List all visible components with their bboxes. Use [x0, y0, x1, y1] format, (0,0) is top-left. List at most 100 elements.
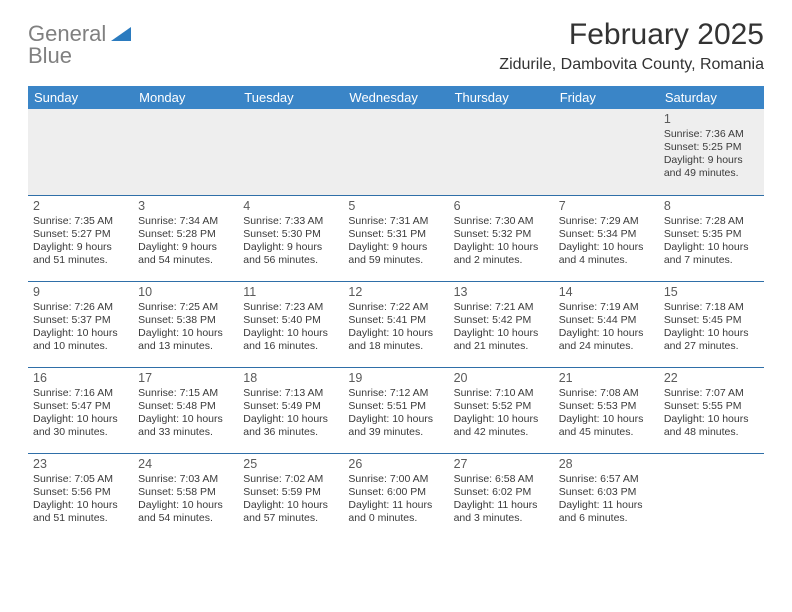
- day-info: Sunrise: 7:30 AMSunset: 5:32 PMDaylight:…: [454, 215, 549, 268]
- day-number: 24: [138, 457, 233, 471]
- day-info: Sunrise: 7:28 AMSunset: 5:35 PMDaylight:…: [664, 215, 759, 268]
- day-info: Sunrise: 7:03 AMSunset: 5:58 PMDaylight:…: [138, 473, 233, 526]
- header: General Blue February 2025 Zidurile, Dam…: [28, 18, 764, 74]
- day-info: Sunrise: 7:31 AMSunset: 5:31 PMDaylight:…: [348, 215, 443, 268]
- day-number: 11: [243, 285, 338, 299]
- calendar-cell: 12Sunrise: 7:22 AMSunset: 5:41 PMDayligh…: [343, 281, 448, 367]
- day-info: Sunrise: 6:58 AMSunset: 6:02 PMDaylight:…: [454, 473, 549, 526]
- calendar-row: 16 Sunrise: 7:16 AMSunset: 5:47 PMDayligh…: [28, 367, 764, 453]
- day-number: 6: [454, 199, 549, 213]
- day-info: Sunrise: 7:25 AMSunset: 5:38 PMDaylight:…: [138, 301, 233, 354]
- calendar-cell: 27 Sunrise: 6:58 AMSunset: 6:02 PMDayligh…: [449, 453, 554, 539]
- day-number: 5: [348, 199, 443, 213]
- day-info: Sunrise: 7:02 AMSunset: 5:59 PMDaylight:…: [243, 473, 338, 526]
- day-number: 4: [243, 199, 338, 213]
- day-info: Sunrise: 7:13 AMSunset: 5:49 PMDaylight:…: [243, 387, 338, 440]
- calendar-cell: 11Sunrise: 7:23 AMSunset: 5:40 PMDayligh…: [238, 281, 343, 367]
- weekday-header: Wednesday: [343, 86, 448, 109]
- calendar-cell: [238, 109, 343, 195]
- calendar-cell: 24 Sunrise: 7:03 AMSunset: 5:58 PMDayligh…: [133, 453, 238, 539]
- day-number: 13: [454, 285, 549, 299]
- day-info: Sunrise: 7:07 AMSunset: 5:55 PMDaylight:…: [664, 387, 759, 440]
- day-info: Sunrise: 7:19 AMSunset: 5:44 PMDaylight:…: [559, 301, 654, 354]
- calendar-row: 23 Sunrise: 7:05 AMSunset: 5:56 PMDayligh…: [28, 453, 764, 539]
- day-number: 21: [559, 371, 654, 385]
- calendar-row: 9 Sunrise: 7:26 AMSunset: 5:37 PMDaylight…: [28, 281, 764, 367]
- day-info: Sunrise: 7:16 AMSunset: 5:47 PMDaylight:…: [33, 387, 128, 440]
- calendar-cell: [133, 109, 238, 195]
- day-number: 27: [454, 457, 549, 471]
- logo-triangle-icon: [111, 25, 131, 46]
- day-number: 19: [348, 371, 443, 385]
- calendar-cell: 18 Sunrise: 7:13 AMSunset: 5:49 PMDayligh…: [238, 367, 343, 453]
- calendar-cell: 3Sunrise: 7:34 AMSunset: 5:28 PMDaylight…: [133, 195, 238, 281]
- day-number: 16: [33, 371, 128, 385]
- day-number: 8: [664, 199, 759, 213]
- calendar-cell: 25Sunrise: 7:02 AMSunset: 5:59 PMDayligh…: [238, 453, 343, 539]
- calendar-cell: 8 Sunrise: 7:28 AMSunset: 5:35 PMDaylight…: [659, 195, 764, 281]
- day-info: Sunrise: 7:26 AMSunset: 5:37 PMDaylight:…: [33, 301, 128, 354]
- logo: General Blue: [28, 24, 131, 68]
- location-text: Zidurile, Dambovita County, Romania: [499, 56, 764, 74]
- calendar-cell: 22Sunrise: 7:07 AMSunset: 5:55 PMDayligh…: [659, 367, 764, 453]
- calendar-cell: 10 Sunrise: 7:25 AMSunset: 5:38 PMDayligh…: [133, 281, 238, 367]
- calendar-row: 2 Sunrise: 7:35 AMSunset: 5:27 PMDaylight…: [28, 195, 764, 281]
- calendar-cell: 2 Sunrise: 7:35 AMSunset: 5:27 PMDaylight…: [28, 195, 133, 281]
- day-info: Sunrise: 7:12 AMSunset: 5:51 PMDaylight:…: [348, 387, 443, 440]
- day-info: Sunrise: 7:08 AMSunset: 5:53 PMDaylight:…: [559, 387, 654, 440]
- day-info: Sunrise: 7:00 AMSunset: 6:00 PMDaylight:…: [348, 473, 443, 526]
- day-number: 18: [243, 371, 338, 385]
- page-title: February 2025: [499, 18, 764, 52]
- calendar-cell: 19 Sunrise: 7:12 AMSunset: 5:51 PMDayligh…: [343, 367, 448, 453]
- day-number: 17: [138, 371, 233, 385]
- day-info: Sunrise: 7:29 AMSunset: 5:34 PMDaylight:…: [559, 215, 654, 268]
- day-info: Sunrise: 7:22 AMSunset: 5:41 PMDaylight:…: [348, 301, 443, 354]
- day-info: Sunrise: 7:35 AMSunset: 5:27 PMDaylight:…: [33, 215, 128, 268]
- calendar-row: 1 Sunrise: 7:36 AMSunset: 5:25 PMDaylight…: [28, 109, 764, 195]
- logo-word2: Blue: [28, 43, 72, 68]
- calendar-cell: 4 Sunrise: 7:33 AMSunset: 5:30 PMDaylight…: [238, 195, 343, 281]
- day-info: Sunrise: 6:57 AMSunset: 6:03 PMDaylight:…: [559, 473, 654, 526]
- day-info: Sunrise: 7:36 AMSunset: 5:25 PMDaylight:…: [664, 128, 759, 181]
- calendar-cell: 15Sunrise: 7:18 AMSunset: 5:45 PMDayligh…: [659, 281, 764, 367]
- calendar-cell: 13 Sunrise: 7:21 AMSunset: 5:42 PMDayligh…: [449, 281, 554, 367]
- calendar-cell: 28 Sunrise: 6:57 AMSunset: 6:03 PMDayligh…: [554, 453, 659, 539]
- weekday-header: Tuesday: [238, 86, 343, 109]
- day-info: Sunrise: 7:05 AMSunset: 5:56 PMDaylight:…: [33, 473, 128, 526]
- weekday-header-row: SundayMondayTuesdayWednesdayThursdayFrid…: [28, 86, 764, 109]
- calendar-cell: 7 Sunrise: 7:29 AMSunset: 5:34 PMDaylight…: [554, 195, 659, 281]
- calendar-cell: 23 Sunrise: 7:05 AMSunset: 5:56 PMDayligh…: [28, 453, 133, 539]
- weekday-header: Friday: [554, 86, 659, 109]
- day-number: 20: [454, 371, 549, 385]
- calendar-cell: 5 Sunrise: 7:31 AMSunset: 5:31 PMDaylight…: [343, 195, 448, 281]
- calendar-cell: [449, 109, 554, 195]
- day-info: Sunrise: 7:15 AMSunset: 5:48 PMDaylight:…: [138, 387, 233, 440]
- calendar-cell: [659, 453, 764, 539]
- day-info: Sunrise: 7:21 AMSunset: 5:42 PMDaylight:…: [454, 301, 549, 354]
- day-number: 9: [33, 285, 128, 299]
- calendar-table: SundayMondayTuesdayWednesdayThursdayFrid…: [28, 86, 764, 539]
- weekday-header: Monday: [133, 86, 238, 109]
- day-number: 28: [559, 457, 654, 471]
- day-info: Sunrise: 7:18 AMSunset: 5:45 PMDaylight:…: [664, 301, 759, 354]
- calendar-body: 1 Sunrise: 7:36 AMSunset: 5:25 PMDaylight…: [28, 109, 764, 539]
- calendar-cell: [554, 109, 659, 195]
- calendar-cell: [343, 109, 448, 195]
- day-number: 7: [559, 199, 654, 213]
- weekday-header: Saturday: [659, 86, 764, 109]
- calendar-cell: 9 Sunrise: 7:26 AMSunset: 5:37 PMDaylight…: [28, 281, 133, 367]
- day-number: 10: [138, 285, 233, 299]
- weekday-header: Thursday: [449, 86, 554, 109]
- day-number: 2: [33, 199, 128, 213]
- day-number: 1: [664, 112, 759, 126]
- day-info: Sunrise: 7:10 AMSunset: 5:52 PMDaylight:…: [454, 387, 549, 440]
- calendar-cell: 14 Sunrise: 7:19 AMSunset: 5:44 PMDayligh…: [554, 281, 659, 367]
- day-info: Sunrise: 7:34 AMSunset: 5:28 PMDaylight:…: [138, 215, 233, 268]
- day-number: 14: [559, 285, 654, 299]
- day-number: 26: [348, 457, 443, 471]
- calendar-cell: [28, 109, 133, 195]
- day-info: Sunrise: 7:33 AMSunset: 5:30 PMDaylight:…: [243, 215, 338, 268]
- calendar-cell: 17 Sunrise: 7:15 AMSunset: 5:48 PMDayligh…: [133, 367, 238, 453]
- calendar-cell: 21 Sunrise: 7:08 AMSunset: 5:53 PMDayligh…: [554, 367, 659, 453]
- day-number: 23: [33, 457, 128, 471]
